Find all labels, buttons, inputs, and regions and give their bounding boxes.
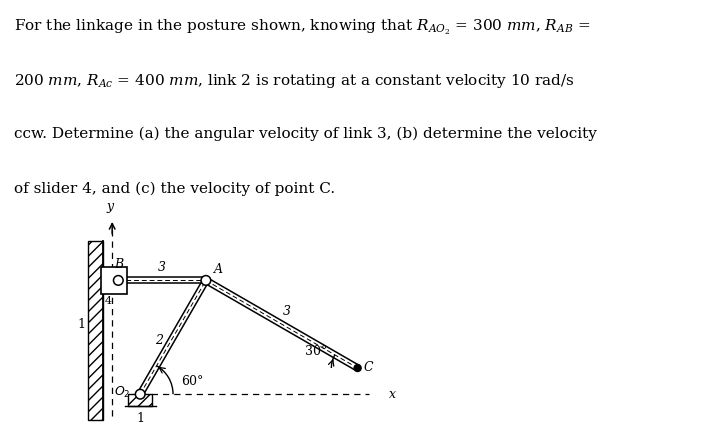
Text: 3: 3 xyxy=(158,261,166,274)
Bar xyxy=(129,394,152,406)
Text: x: x xyxy=(389,388,396,401)
Bar xyxy=(87,241,103,420)
Text: ccw. Determine (a) the angular velocity of link 3, (b) determine the velocity: ccw. Determine (a) the angular velocity … xyxy=(14,127,597,141)
Circle shape xyxy=(354,364,361,371)
Text: For the linkage in the posture shown, knowing that $R_{AO_2}$ = 300 $mm$, $R_{AB: For the linkage in the posture shown, kn… xyxy=(14,18,591,37)
Circle shape xyxy=(136,389,145,399)
Text: 30°: 30° xyxy=(305,346,327,358)
Text: 3: 3 xyxy=(283,305,291,318)
Text: of slider 4, and (c) the velocity of point C.: of slider 4, and (c) the velocity of poi… xyxy=(14,182,335,196)
Text: 1: 1 xyxy=(136,412,144,425)
Circle shape xyxy=(114,276,123,285)
Text: A: A xyxy=(214,263,223,276)
Text: 1: 1 xyxy=(77,318,85,331)
Text: 4: 4 xyxy=(104,296,111,306)
Text: $O_2$: $O_2$ xyxy=(114,385,131,399)
Text: 200 $mm$, $R_{Ac}$ = 400 $mm$, link 2 is rotating at a constant velocity 10 rad/: 200 $mm$, $R_{Ac}$ = 400 $mm$, link 2 is… xyxy=(14,72,575,90)
Text: C: C xyxy=(364,360,373,374)
Text: B: B xyxy=(114,258,123,271)
Text: 60°: 60° xyxy=(181,375,203,389)
Bar xyxy=(102,267,128,293)
Text: y: y xyxy=(106,200,114,212)
Text: 2: 2 xyxy=(155,334,163,347)
Circle shape xyxy=(201,276,211,285)
